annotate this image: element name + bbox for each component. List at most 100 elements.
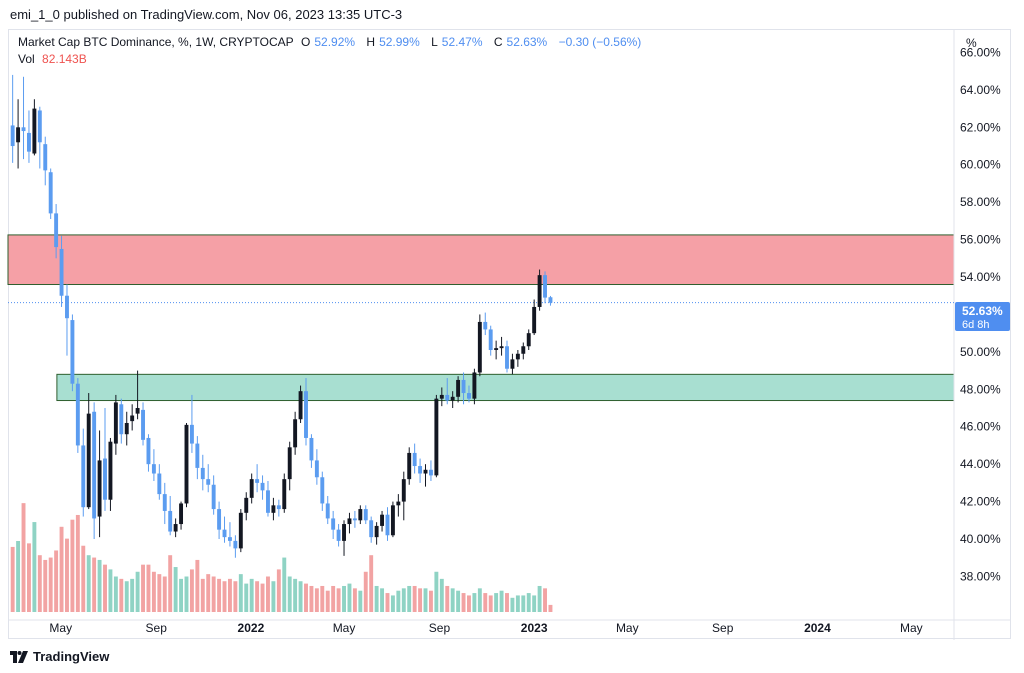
- candle-body: [37, 110, 42, 143]
- candle-body: [59, 248, 64, 296]
- candle-body: [472, 372, 477, 399]
- volume-bar: [467, 595, 471, 612]
- tradingview-logo-icon: [10, 650, 28, 663]
- candle-body: [380, 514, 385, 526]
- volume-bar: [380, 588, 385, 612]
- candle-body: [48, 172, 53, 214]
- volume-bar: [287, 576, 292, 612]
- high-label: H: [366, 35, 376, 49]
- candle-body: [347, 518, 352, 525]
- volume-bar: [108, 569, 113, 612]
- zones-layer: [7, 234, 955, 402]
- volume-bar: [260, 583, 265, 612]
- time-tick-label: May: [900, 621, 923, 635]
- last-price-label: 52.63% 6d 8h: [955, 302, 1010, 331]
- volume-bar: [130, 578, 135, 612]
- volume-bar: [21, 503, 26, 612]
- candle-body: [255, 479, 260, 483]
- volume-bar: [472, 593, 477, 612]
- volume-bar: [75, 514, 80, 612]
- price-tick-label: 64.00%: [960, 83, 1001, 97]
- candle-body: [352, 518, 357, 521]
- candle-body: [423, 469, 428, 474]
- candle-body: [499, 346, 504, 349]
- candle-body: [211, 484, 216, 510]
- volume-bar: [363, 571, 368, 612]
- volume-bar: [86, 555, 91, 612]
- price-tick-label: 54.00%: [960, 270, 1001, 284]
- volume-layer: [10, 503, 553, 612]
- candle-body: [331, 518, 336, 530]
- time-tick-label: May: [616, 621, 639, 635]
- symbol-title[interactable]: Market Cap BTC Dominance, %, 1W, CRYPTOC…: [18, 35, 294, 49]
- candle-body: [548, 297, 553, 303]
- volume-bar: [342, 585, 346, 612]
- volume-bar: [358, 590, 363, 612]
- candle-body: [16, 127, 21, 143]
- candle-body: [222, 529, 227, 538]
- volume-bar: [548, 604, 553, 612]
- volume-bar: [119, 578, 124, 612]
- candle-body: [488, 329, 493, 351]
- volume-bar: [81, 545, 86, 612]
- candle-body: [309, 437, 314, 461]
- candle-body: [287, 447, 292, 480]
- change-value: −0.30 (−0.56%): [558, 35, 642, 49]
- candle-body: [456, 379, 461, 397]
- close-value: 52.63%: [506, 35, 548, 49]
- volume-bar: [146, 564, 151, 612]
- volume-bar: [434, 571, 439, 612]
- candle-body: [124, 422, 129, 435]
- candle-body: [282, 479, 287, 510]
- chart-legend: Market Cap BTC Dominance, %, 1W, CRYPTOC…: [18, 34, 645, 68]
- candle-body: [521, 346, 526, 354]
- volume-bar: [217, 578, 222, 612]
- candle-body: [75, 383, 80, 446]
- brand-name: TradingView: [33, 649, 110, 664]
- tradingview-logo[interactable]: TradingView: [10, 649, 109, 664]
- candle-body: [151, 464, 156, 474]
- chart-frame[interactable]: [8, 29, 1011, 639]
- volume-bar: [195, 559, 200, 612]
- volume-bar: [412, 585, 417, 612]
- price-tick-label: 66.00%: [960, 45, 1001, 59]
- candle-body: [450, 396, 455, 401]
- candle-body: [532, 306, 537, 334]
- volume-bar: [320, 585, 325, 612]
- volume-bar: [494, 593, 499, 612]
- volume-bar: [211, 576, 216, 612]
- volume-bar: [54, 550, 59, 612]
- volume-bar: [189, 569, 194, 612]
- candle-body: [195, 443, 200, 468]
- candle-body: [26, 132, 31, 152]
- candle-body: [336, 529, 341, 541]
- volume-bar: [70, 519, 75, 612]
- volume-bar: [352, 588, 357, 612]
- open-label: O: [301, 35, 311, 49]
- volume-bar: [135, 571, 140, 612]
- price-tick-label: 38.00%: [960, 569, 1001, 583]
- candle-body: [537, 275, 542, 307]
- time-tick-label: 2024: [804, 621, 831, 635]
- candle-body: [483, 321, 488, 330]
- candle-body: [227, 537, 232, 541]
- candle-body: [342, 524, 346, 541]
- volume-bar: [477, 588, 482, 612]
- volume-bar: [483, 593, 488, 612]
- candle-body: [445, 394, 450, 401]
- candle-body: [477, 321, 482, 373]
- candle-body: [418, 466, 423, 474]
- volume-bar: [456, 590, 461, 612]
- candle-body: [168, 510, 173, 532]
- volume-bar: [510, 597, 515, 612]
- volume-bar: [428, 590, 433, 612]
- resistance-zone: [7, 234, 955, 286]
- low-value: 52.47%: [441, 35, 483, 49]
- price-tick-label: 58.00%: [960, 195, 1001, 209]
- volume-bar: [65, 538, 69, 612]
- volume-bar: [461, 593, 466, 612]
- candle-body: [65, 295, 69, 319]
- candle-body: [146, 437, 151, 465]
- volume-bar: [26, 543, 31, 612]
